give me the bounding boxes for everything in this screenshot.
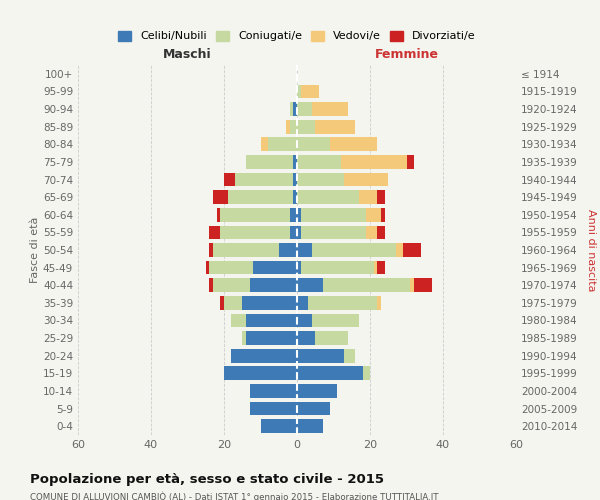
Bar [293, 155, 297, 169]
Bar [213, 278, 250, 292]
Bar [253, 260, 297, 274]
Bar [362, 366, 370, 380]
Bar [220, 226, 290, 239]
Bar [224, 366, 297, 380]
Bar [301, 260, 374, 274]
Bar [311, 102, 348, 116]
Text: COMUNE DI ALLUVIONI CAMBIÒ (AL) - Dati ISTAT 1° gennaio 2015 - Elaborazione TUTT: COMUNE DI ALLUVIONI CAMBIÒ (AL) - Dati I… [30, 491, 439, 500]
Bar [206, 260, 209, 274]
Bar [341, 155, 407, 169]
Legend: Celibi/Nubili, Coniugati/e, Vedovi/e, Divorziati/e: Celibi/Nubili, Coniugati/e, Vedovi/e, Di… [114, 26, 480, 46]
Bar [367, 208, 381, 222]
Text: Popolazione per età, sesso e stato civile - 2015: Popolazione per età, sesso e stato civil… [30, 472, 384, 486]
Bar [301, 226, 367, 239]
Bar [293, 172, 297, 186]
Bar [297, 102, 311, 116]
Bar [344, 349, 355, 362]
Bar [297, 384, 337, 398]
Bar [297, 172, 344, 186]
Bar [279, 243, 297, 257]
Bar [220, 296, 224, 310]
Bar [224, 296, 242, 310]
Bar [330, 138, 377, 151]
Text: Maschi: Maschi [163, 48, 212, 62]
Bar [377, 296, 381, 310]
Bar [381, 208, 385, 222]
Bar [213, 190, 227, 204]
Bar [224, 172, 235, 186]
Bar [297, 331, 315, 345]
Bar [209, 260, 253, 274]
Bar [297, 260, 301, 274]
Bar [377, 226, 385, 239]
Bar [367, 226, 377, 239]
Bar [377, 190, 385, 204]
Bar [311, 243, 395, 257]
Bar [297, 349, 344, 362]
Bar [260, 420, 297, 433]
Bar [227, 190, 293, 204]
Bar [293, 102, 297, 116]
Bar [311, 314, 359, 328]
Bar [377, 260, 385, 274]
Bar [246, 155, 293, 169]
Bar [344, 172, 388, 186]
Bar [217, 208, 220, 222]
Bar [246, 314, 297, 328]
Bar [323, 278, 410, 292]
Bar [232, 314, 246, 328]
Bar [209, 226, 220, 239]
Y-axis label: Fasce di età: Fasce di età [30, 217, 40, 283]
Text: Femmine: Femmine [374, 48, 439, 62]
Bar [410, 278, 414, 292]
Bar [268, 138, 297, 151]
Bar [290, 208, 297, 222]
Bar [293, 190, 297, 204]
Bar [297, 120, 315, 134]
Bar [374, 260, 377, 274]
Bar [297, 226, 301, 239]
Bar [297, 208, 301, 222]
Bar [250, 402, 297, 415]
Bar [232, 349, 297, 362]
Bar [250, 278, 297, 292]
Bar [297, 243, 311, 257]
Bar [246, 331, 297, 345]
Bar [297, 155, 341, 169]
Bar [213, 243, 279, 257]
Bar [297, 420, 323, 433]
Bar [297, 296, 308, 310]
Bar [301, 208, 367, 222]
Bar [301, 84, 319, 98]
Bar [315, 120, 355, 134]
Bar [260, 138, 268, 151]
Bar [359, 190, 377, 204]
Bar [395, 243, 403, 257]
Bar [290, 120, 297, 134]
Bar [209, 243, 213, 257]
Y-axis label: Anni di nascita: Anni di nascita [586, 209, 596, 291]
Bar [297, 84, 301, 98]
Bar [297, 190, 359, 204]
Bar [308, 296, 377, 310]
Bar [209, 278, 213, 292]
Bar [297, 314, 311, 328]
Bar [290, 102, 293, 116]
Bar [242, 296, 297, 310]
Bar [403, 243, 421, 257]
Bar [414, 278, 432, 292]
Bar [286, 120, 290, 134]
Bar [297, 278, 323, 292]
Bar [297, 402, 330, 415]
Bar [220, 208, 290, 222]
Bar [290, 226, 297, 239]
Bar [250, 384, 297, 398]
Bar [315, 331, 348, 345]
Bar [407, 155, 414, 169]
Bar [235, 172, 293, 186]
Bar [297, 366, 362, 380]
Bar [297, 138, 330, 151]
Bar [242, 331, 246, 345]
